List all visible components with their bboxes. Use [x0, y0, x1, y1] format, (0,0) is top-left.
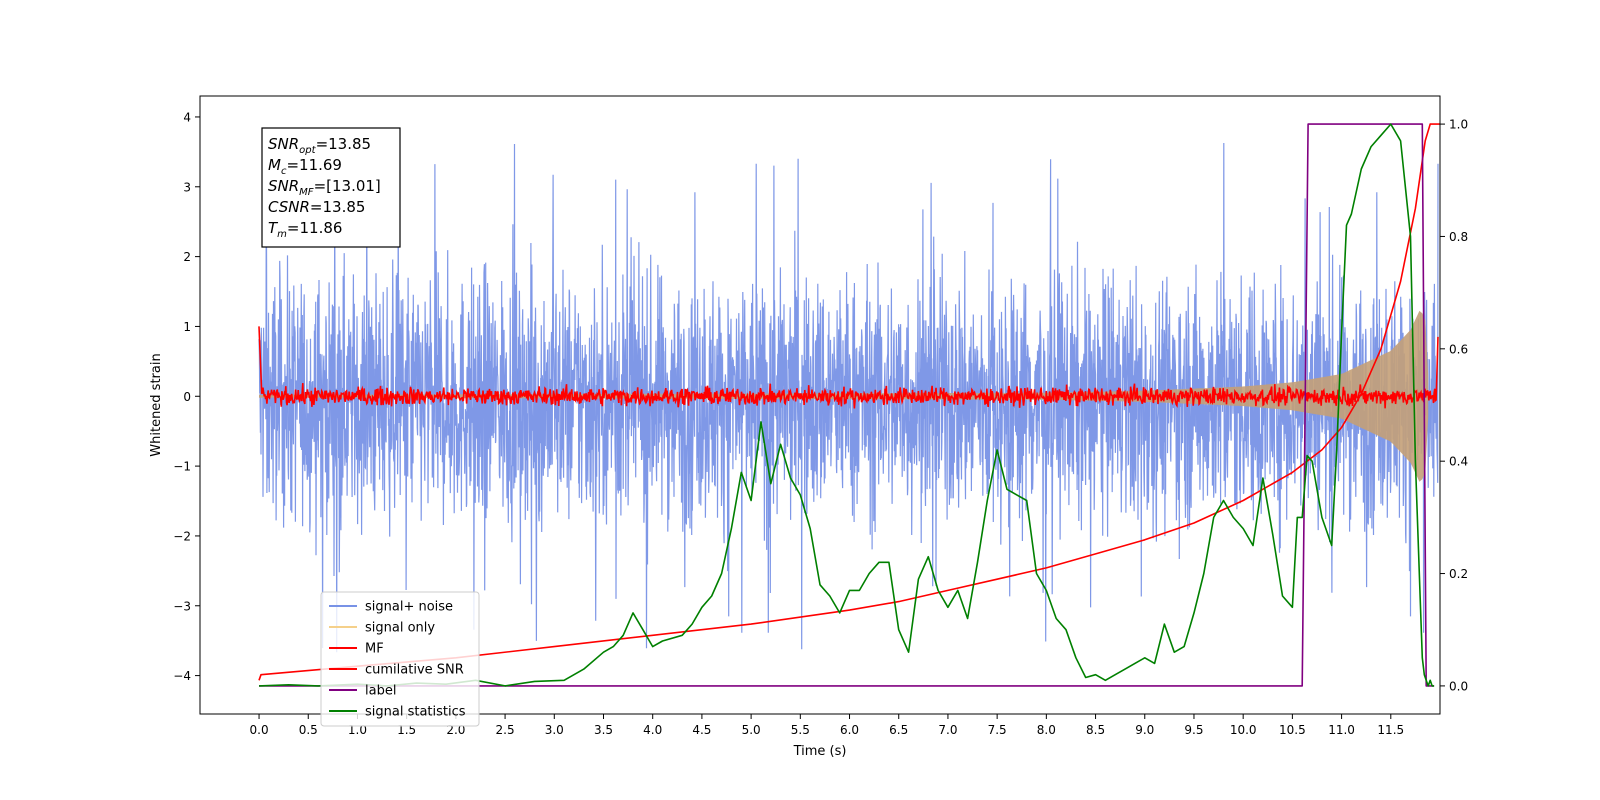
x-tick-label: 4.5	[692, 723, 711, 737]
x-tick-label: 6.0	[840, 723, 859, 737]
y-tick-label: −2	[173, 529, 191, 543]
x-tick-label: 8.0	[1037, 723, 1056, 737]
x-tick-label: 10.0	[1230, 723, 1257, 737]
legend-label-signal-statistics: signal statistics	[365, 705, 466, 720]
annotation-symbol: M	[268, 156, 281, 174]
annotation-subscript: opt	[299, 145, 316, 156]
annotation-line: CSNR=13.85	[268, 198, 365, 216]
y2-tick-label: 1.0	[1449, 118, 1468, 132]
y-tick-label: 4	[183, 110, 191, 124]
legend-label-cumilative-snr: cumilative SNR	[365, 663, 464, 678]
annotation-value: =13.85	[316, 135, 372, 153]
x-tick-label: 9.5	[1184, 723, 1203, 737]
annotation-frame	[261, 127, 401, 248]
x-tick-label: 10.5	[1279, 723, 1306, 737]
y-tick-label: 3	[183, 180, 191, 194]
x-tick-label: 6.5	[889, 723, 908, 737]
x-tick-label: 0.0	[250, 723, 269, 737]
y2-tick-label: 0.4	[1449, 455, 1468, 469]
x-tick-label: 4.0	[643, 723, 662, 737]
annotation-symbol: T	[268, 219, 279, 237]
x-axis-ticks: 0.0 0.5 1.0 1.5 2.0 2.5 3.0 3.5 4.0 4.5 5.0 5.5 6.0 6…	[250, 714, 1404, 737]
annotation-symbol: SNR	[268, 177, 299, 195]
annotation-subscript: m	[277, 229, 287, 240]
y-axis-label: Whitened strain	[149, 353, 164, 456]
plot-area	[258, 123, 1440, 687]
annotation-line: SNRMF=[13.01]	[268, 177, 381, 198]
cumilative-snr-line	[258, 123, 1440, 681]
y2-tick-label: 0.0	[1449, 679, 1468, 693]
annotation-box: SNRopt=13.85Mc=11.69SNRMF=[13.01]CSNR=13…	[261, 127, 401, 248]
legend-label-signal-only: signal only	[365, 621, 435, 636]
y-tick-label: −3	[173, 599, 191, 613]
legend-label-signal-plus-noise: signal+ noise	[365, 600, 453, 615]
annotation-subscript: c	[281, 166, 287, 177]
x-tick-label: 11.0	[1328, 723, 1355, 737]
signal-statistics-line	[258, 123, 1435, 687]
annotation-line: Tm=11.86	[268, 219, 342, 240]
annotation-value: =13.85	[310, 198, 366, 216]
x-tick-label: 0.5	[299, 723, 318, 737]
x-axis-label: Time (s)	[793, 744, 847, 759]
annotation-value: =[13.01]	[314, 177, 381, 195]
legend-label-mf: MF	[365, 642, 384, 657]
y-tick-label: −4	[173, 669, 191, 683]
annotation-value: =11.86	[287, 219, 343, 237]
series-mf	[258, 326, 1439, 409]
annotation-symbol: SNR	[268, 135, 299, 153]
y2-tick-label: 0.8	[1449, 230, 1468, 244]
y-tick-label: −1	[173, 460, 191, 474]
x-tick-label: 5.0	[742, 723, 761, 737]
annotation-line: SNRopt=13.85	[268, 135, 371, 156]
y-tick-label: 1	[183, 320, 191, 334]
x-tick-label: 8.5	[1086, 723, 1105, 737]
annotation-line: Mc=11.69	[268, 156, 342, 177]
x-tick-label: 5.5	[791, 723, 810, 737]
x-tick-label: 7.5	[988, 723, 1007, 737]
legend-label-label: label	[365, 684, 396, 699]
y-axis-ticks: −4 −3 −2 −1 0 1 2 3 4	[173, 110, 200, 683]
legend: signal+ noise signal only MF cumilative SNR…	[320, 591, 480, 727]
x-tick-label: 7.0	[938, 723, 957, 737]
annotation-value: =11.69	[286, 156, 342, 174]
x-tick-label: 2.5	[496, 723, 515, 737]
x-tick-label: 9.0	[1135, 723, 1154, 737]
y-tick-label: 2	[183, 250, 191, 264]
y2-axis-ticks: 0.0 0.2 0.4 0.6 0.8 1.0	[1440, 118, 1468, 693]
x-tick-label: 11.5	[1377, 723, 1404, 737]
annotation-subscript: MF	[299, 187, 314, 198]
y2-tick-label: 0.6	[1449, 342, 1468, 356]
legend-frame	[320, 591, 480, 727]
right-axis-series	[258, 123, 1440, 687]
x-tick-label: 3.5	[594, 723, 613, 737]
mf-line	[258, 326, 1439, 409]
x-tick-label: 3.0	[545, 723, 564, 737]
annotation-symbol: CSNR	[268, 198, 310, 216]
y-tick-label: 0	[183, 390, 191, 404]
axes-frame	[199, 95, 1441, 715]
y2-tick-label: 0.2	[1449, 567, 1468, 581]
